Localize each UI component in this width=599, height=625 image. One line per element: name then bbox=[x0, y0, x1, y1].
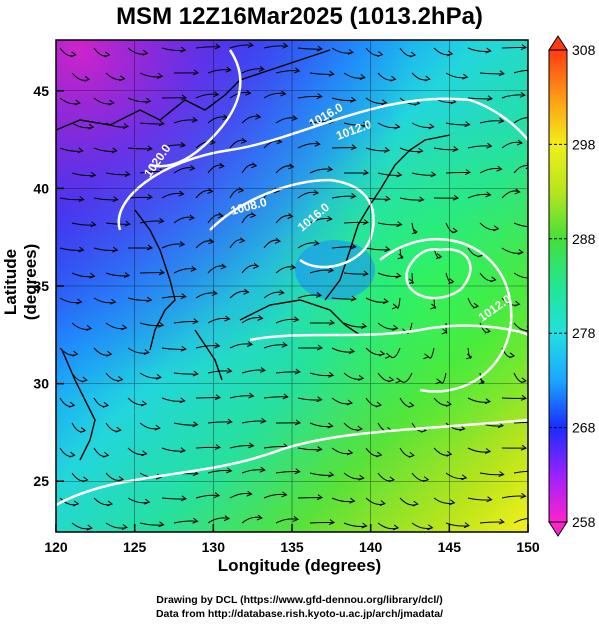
x-tick-label: 120 bbox=[44, 539, 68, 555]
x-axis-ticks: 120 125 130 135 140 145 150 bbox=[44, 524, 540, 555]
y-tick-label: 25 bbox=[33, 473, 49, 489]
colorbar-tick-label: 268 bbox=[572, 420, 596, 436]
colorbar-tick-label: 258 bbox=[572, 514, 596, 530]
y-axis-label: Latitude (degrees) bbox=[1, 243, 40, 321]
colorbar-tick-label: 308 bbox=[572, 42, 596, 58]
y-tick-label: 30 bbox=[33, 376, 49, 392]
colorbar-max-arrow bbox=[548, 35, 568, 51]
x-tick-label: 135 bbox=[280, 539, 304, 555]
x-tick-label: 140 bbox=[359, 539, 383, 555]
coastlines bbox=[56, 49, 451, 461]
isobars bbox=[56, 49, 528, 507]
x-tick-label: 150 bbox=[516, 539, 540, 555]
y-axis-ticks: 25 30 35 40 45 bbox=[33, 83, 64, 489]
x-tick-label: 125 bbox=[123, 539, 147, 555]
colorbar-min-arrow bbox=[548, 521, 568, 537]
y-tick-label: 45 bbox=[33, 83, 49, 99]
colorbar-tick-label: 288 bbox=[572, 231, 596, 247]
x-axis-label: Longitude (degrees) bbox=[217, 556, 382, 575]
map-title: MSM 12Z16Mar2025 (1013.2hPa) bbox=[116, 3, 483, 30]
colorbar: 308 298 288 278 268 258 bbox=[548, 35, 596, 537]
y-tick-label: 35 bbox=[33, 278, 49, 294]
colorbar-tick-label: 298 bbox=[572, 136, 596, 152]
x-tick-label: 145 bbox=[438, 539, 462, 555]
y-tick-label: 40 bbox=[33, 180, 49, 196]
x-tick-label: 130 bbox=[202, 539, 226, 555]
colorbar-scale bbox=[548, 49, 568, 523]
credit-drawing: Drawing by DCL (https://www.gfd-dennou.o… bbox=[156, 594, 443, 606]
credit-data: Data from http://database.rish.kyoto-u.a… bbox=[155, 608, 444, 620]
graticule bbox=[56, 40, 528, 532]
colorbar-tick-label: 278 bbox=[572, 325, 596, 341]
